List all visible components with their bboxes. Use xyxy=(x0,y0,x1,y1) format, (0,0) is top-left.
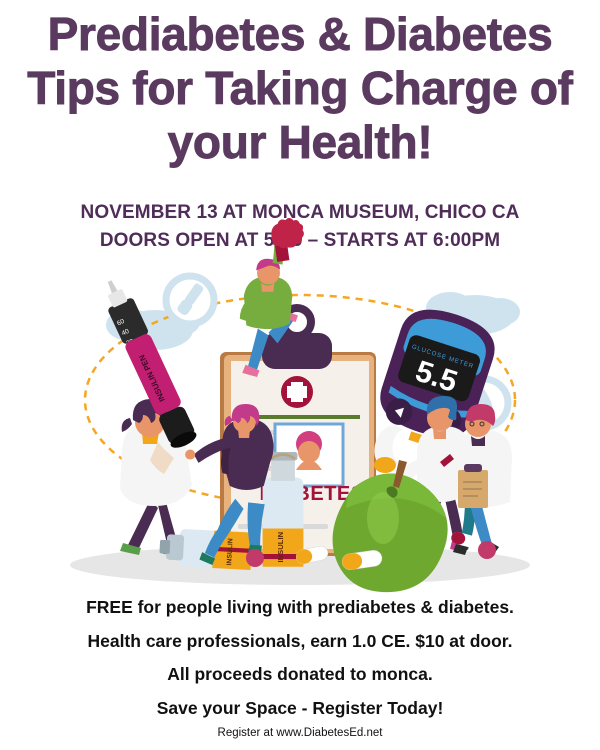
svg-text:INSULIN: INSULIN xyxy=(226,538,234,566)
svg-text:INSULIN: INSULIN xyxy=(276,532,285,563)
